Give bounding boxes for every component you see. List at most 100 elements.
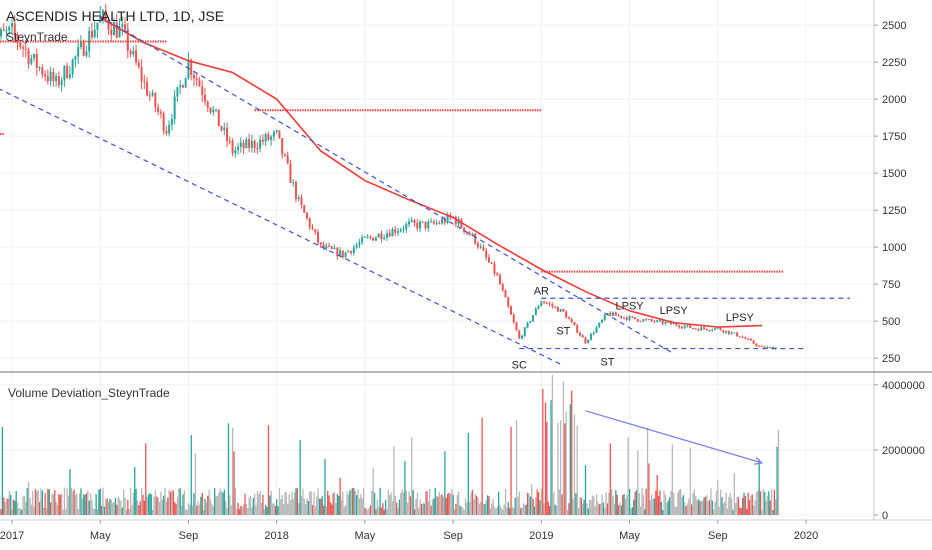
volume-bar <box>247 507 249 515</box>
volume-bar <box>391 500 394 515</box>
volume-bar <box>145 443 147 515</box>
candle-body <box>361 237 364 243</box>
volume-bar <box>129 487 132 515</box>
volume-bar <box>743 492 745 515</box>
volume-bar <box>615 490 617 515</box>
volume-bar <box>136 500 139 515</box>
candle-body <box>124 24 127 30</box>
volume-bar <box>424 491 427 515</box>
volume-bar <box>529 496 532 515</box>
candle-body <box>479 246 482 248</box>
volume-bar <box>189 504 191 515</box>
volume-bar <box>575 493 577 515</box>
volume-bar <box>584 465 587 515</box>
volume-bar <box>376 499 378 515</box>
candle-body <box>598 322 601 328</box>
candle-body <box>402 229 405 231</box>
volume-bar <box>336 493 339 515</box>
volume-bar <box>682 495 685 515</box>
volume-bar <box>227 423 230 515</box>
volume-bar <box>588 499 591 515</box>
volume-bar <box>164 488 166 515</box>
candle-body <box>443 219 446 223</box>
candle-body <box>419 221 422 229</box>
volume-bar <box>416 492 418 515</box>
volume-bar <box>113 502 115 515</box>
volume-bar <box>485 499 487 515</box>
candle-body <box>752 340 755 344</box>
candle-body <box>708 330 711 332</box>
volume-bar <box>757 490 759 515</box>
candle-body <box>325 245 328 249</box>
candle-body <box>540 301 543 307</box>
volume-bar <box>721 497 723 515</box>
volume-bar <box>641 488 643 515</box>
volume-bar <box>710 488 712 515</box>
x-tick-label-8: Sep <box>708 530 728 542</box>
volume-bar <box>475 495 478 515</box>
volume-bar <box>107 501 110 515</box>
candle-body <box>33 53 36 59</box>
volume-bar <box>256 491 259 515</box>
volume-bar <box>708 500 711 515</box>
volume-bar <box>622 495 624 515</box>
candle-body <box>253 140 256 148</box>
volume-bar <box>389 495 391 515</box>
candle-body <box>474 233 477 244</box>
volume-bar <box>393 446 395 515</box>
volume-bar <box>157 497 159 515</box>
volume-bar <box>138 505 140 515</box>
volume-bar <box>305 503 307 515</box>
volume-bar <box>5 498 8 515</box>
volume-bar <box>288 494 290 515</box>
candle-body <box>355 245 358 248</box>
volume-bar <box>770 489 773 515</box>
candle-body <box>239 142 242 147</box>
volume-bar <box>222 492 224 515</box>
volume-bar <box>215 496 217 515</box>
volume-bar <box>298 503 300 515</box>
candle-body <box>595 327 598 333</box>
volume-bar <box>750 495 752 515</box>
candle-body <box>256 147 259 149</box>
candle-body <box>432 221 435 224</box>
candle-body <box>82 41 85 56</box>
candle-body <box>427 221 430 229</box>
candle-body <box>8 26 11 31</box>
volume-bar <box>158 501 161 515</box>
candle-body <box>352 247 355 254</box>
volume-bar <box>451 489 453 515</box>
volume-bar <box>555 505 558 515</box>
volume-bar <box>167 497 169 515</box>
candle-body <box>438 222 441 224</box>
volume-bar <box>725 492 727 515</box>
volume-bar <box>635 490 638 515</box>
volume-bar <box>220 491 223 515</box>
volume-bar <box>572 498 574 515</box>
volume-bar <box>753 505 755 515</box>
volume-bar <box>526 492 529 515</box>
volume-bar <box>732 509 734 515</box>
volume-bar <box>19 508 21 515</box>
volume-bar <box>360 494 362 515</box>
volume-bar <box>748 500 751 515</box>
candle-body <box>463 227 466 233</box>
candle-body <box>504 290 507 298</box>
volume-bar <box>662 509 664 515</box>
volume-bar <box>49 502 52 515</box>
volume-bar <box>182 494 184 515</box>
volume-bar <box>700 500 702 515</box>
volume-bar <box>15 491 17 515</box>
volume-bar <box>329 502 332 515</box>
candle-body <box>336 247 339 257</box>
candle-body <box>581 335 584 338</box>
candle-body <box>408 221 410 225</box>
volume-bar <box>43 507 45 515</box>
candle-body <box>435 222 438 224</box>
volume-bar <box>249 495 252 515</box>
volume-bar <box>597 501 599 515</box>
volume-bar <box>408 491 410 515</box>
volume-bar <box>724 501 726 515</box>
volume-bar <box>711 500 713 515</box>
volume-bar <box>48 489 50 515</box>
